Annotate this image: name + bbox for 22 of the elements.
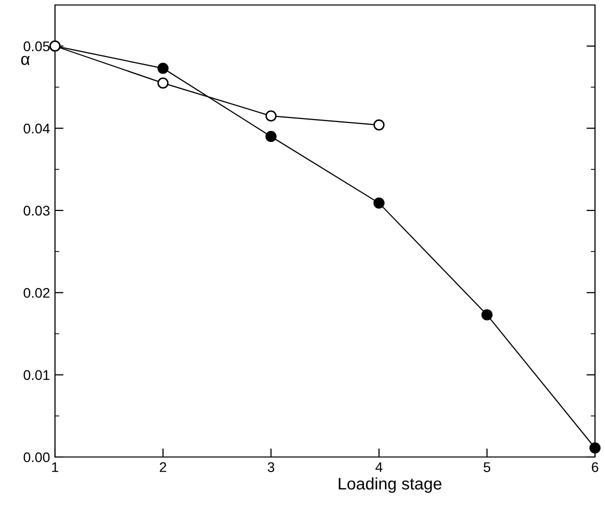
x-tick-label: 2	[160, 462, 166, 472]
point	[265, 130, 277, 142]
x-axis-title: Loading stage	[338, 477, 442, 493]
point	[265, 110, 277, 122]
point	[157, 62, 169, 74]
x-tick-label: 6	[592, 462, 598, 472]
point	[373, 119, 385, 131]
y-axis-title: α	[21, 56, 30, 65]
point	[589, 442, 601, 454]
x-tick-label: 5	[484, 462, 490, 472]
x-tick-label: 1	[52, 462, 58, 472]
y-tick-label: 0.02	[24, 288, 50, 298]
y-tick-label: 0.01	[24, 370, 50, 380]
point	[157, 78, 169, 89]
y-tick-label: 0.03	[24, 206, 50, 216]
y-tick-label: 0.05	[24, 41, 50, 52]
x-tick-label: 3	[268, 462, 274, 472]
point	[373, 198, 385, 209]
point	[481, 309, 493, 320]
y-tick-label: 0.04	[24, 124, 50, 134]
x-tick-label: 4	[375, 462, 382, 472]
y-tick-label: 0.00	[24, 452, 50, 462]
